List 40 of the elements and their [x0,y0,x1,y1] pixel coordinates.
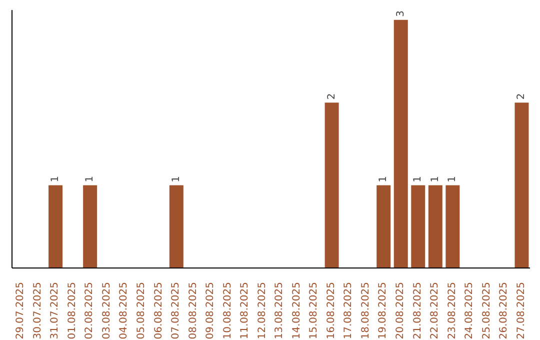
x-tick-label: 18.08.2025 [360,282,372,340]
x-tick-label: 07.08.2025 [170,282,182,340]
x-tick-label: 03.08.2025 [101,282,112,340]
x-tick-label: 02.08.2025 [84,282,96,340]
x-tick-label: 10.08.2025 [222,282,234,340]
data-label: 1 [430,176,441,182]
x-tick-label: 29.07.2025 [15,282,26,340]
x-tick-label: 25.08.2025 [481,282,492,340]
data-label: 2 [516,93,528,100]
x-tick-label: 04.08.2025 [118,282,130,340]
x-tick-label: 27.08.2025 [516,282,527,340]
data-label: 1 [50,176,62,182]
x-tick-label: 31.07.2025 [50,282,61,340]
data-label: 1 [84,176,96,182]
x-tick-label: 20.08.2025 [395,282,406,340]
x-tick-label: 06.08.2025 [153,282,164,340]
data-label: 1 [170,176,182,182]
x-tick-label: 26.08.2025 [498,282,510,340]
x-tick-label: 13.08.2025 [274,282,286,340]
x-tick-label: 16.08.2025 [326,282,337,340]
data-label: 1 [378,176,390,182]
x-tick-label: 12.08.2025 [256,282,268,340]
x-tick-label: 01.08.2025 [66,282,78,340]
x-tick-label: 19.08.2025 [378,282,389,340]
x-tick-label: 21.08.2025 [412,282,424,340]
x-tick-label: 11.08.2025 [240,282,251,340]
x-tick-label: 30.07.2025 [32,282,44,340]
data-label: 1 [447,176,458,182]
x-tick-label: 14.08.2025 [291,282,302,340]
x-tick-label: 24.08.2025 [464,282,476,340]
x-tick-label: 09.08.2025 [205,282,216,340]
x-tick-label: 15.08.2025 [308,282,320,340]
data-label: 1 [412,176,424,182]
x-tick-label: 23.08.2025 [446,282,458,340]
data-label: 3 [395,10,406,17]
x-tick-label: 05.08.2025 [136,282,147,340]
x-tick-label: 08.08.2025 [188,282,199,340]
x-tick-label: 17.08.2025 [343,282,354,340]
data-label: 2 [326,93,338,100]
x-tick-label: 22.08.2025 [430,282,441,340]
